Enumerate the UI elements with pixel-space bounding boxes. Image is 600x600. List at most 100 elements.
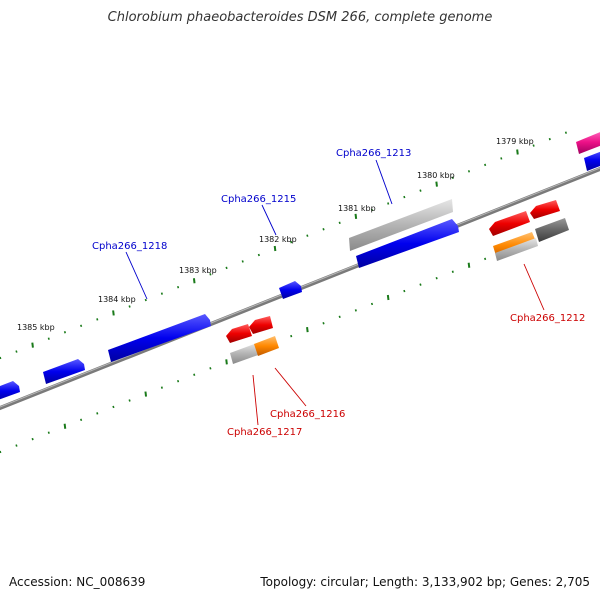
gene-cpha266-1216[interactable] [254, 336, 279, 356]
gene-forward-small-2[interactable] [0, 381, 20, 401]
kbp-label-1381: 1381 kbp [338, 204, 376, 213]
tick-mark-inner [112, 405, 115, 409]
tick-mark-outer [370, 208, 374, 212]
gene-cpha266-1217[interactable] [230, 343, 261, 364]
tick-mark-outer [209, 273, 212, 276]
gene-label-cpha266-1212[interactable]: Cpha266_1212 [510, 313, 585, 324]
tick-marks-outer [0, 131, 568, 360]
gene-label-cpha266-1216[interactable]: Cpha266_1216 [270, 409, 345, 420]
tick-mark-inner [144, 391, 148, 397]
tick-mark-outer [338, 221, 341, 225]
tick-mark-inner [306, 327, 309, 333]
tick-mark-outer [467, 170, 471, 173]
forward-strand-genes [0, 130, 600, 401]
tick-mark-inner [177, 379, 180, 383]
tick-mark-outer [419, 189, 422, 192]
tick-mark-inner [484, 257, 487, 261]
tick-mark-outer [177, 285, 180, 289]
tick-mark-outer [257, 253, 260, 257]
tick-mark-inner [0, 450, 2, 454]
tick-mark-outer [31, 342, 34, 348]
gene-label-cpha266-1217[interactable]: Cpha266_1217 [227, 427, 302, 438]
tick-mark-inner [63, 423, 67, 429]
tick-mark-outer [451, 176, 454, 179]
tick-mark-outer [160, 292, 163, 295]
tick-mark-inner [435, 276, 438, 280]
gene-cpha266-1214[interactable] [356, 219, 459, 268]
gene-label-cpha266-1215[interactable]: Cpha266_1215 [221, 194, 296, 205]
tick-mark-outer [548, 137, 551, 141]
gene-cpha266-1213[interactable] [349, 199, 453, 251]
tick-mark-outer [516, 149, 519, 155]
tick-mark-outer [96, 318, 99, 321]
tick-mark-outer [290, 240, 293, 244]
tick-mark-outer [128, 305, 131, 308]
gene-red-1[interactable] [489, 211, 530, 236]
tick-mark-outer [15, 350, 18, 353]
tick-mark-outer [564, 131, 568, 134]
tick-mark-outer [500, 157, 503, 160]
tick-mark-outer [435, 181, 438, 187]
gene-red-2[interactable] [530, 200, 560, 219]
tick-mark-inner [209, 367, 212, 370]
gene-dark-gray[interactable] [535, 218, 569, 242]
tick-mark-inner [370, 302, 374, 306]
gene-red-4[interactable] [249, 316, 273, 334]
tick-mark-inner [467, 262, 471, 268]
tick-mark-outer [112, 310, 115, 316]
kbp-label-1380: 1380 kbp [417, 171, 455, 180]
tick-mark-outer [306, 234, 309, 237]
gene-forward-small-1[interactable] [43, 359, 85, 384]
tick-mark-inner [47, 431, 50, 434]
tick-mark-inner [225, 359, 228, 365]
map-title: Chlorobium phaeobacteroides DSM 266, com… [107, 10, 493, 25]
tick-mark-outer [484, 163, 487, 167]
tick-mark-outer [322, 228, 325, 231]
tick-mark-inner [403, 289, 406, 293]
leader-cpha266-1218 [125, 251, 148, 300]
tick-mark-inner [31, 437, 34, 441]
tick-mark-outer [403, 195, 406, 199]
tick-mark-outer [47, 337, 50, 340]
tick-mark-inner [96, 412, 99, 415]
tick-mark-outer [225, 266, 228, 270]
gene-cpha266-1212-gray[interactable] [495, 238, 538, 261]
tick-mark-outer [192, 278, 196, 284]
kbp-label-1382: 1382 kbp [259, 235, 297, 244]
leader-cpha266-1215 [261, 204, 277, 236]
gene-forward-pink[interactable] [576, 130, 600, 154]
accession-text: Accession: NC_008639 [9, 575, 146, 589]
leader-cpha266-1212 [523, 263, 545, 311]
leader-cpha266-1213 [375, 159, 393, 205]
tick-mark-inner [386, 294, 390, 301]
tick-mark-outer [273, 245, 277, 252]
gene-cpha266-1215[interactable] [279, 281, 302, 299]
tick-mark-outer [63, 331, 67, 334]
tick-mark-outer [144, 298, 147, 302]
kbp-label-1379: 1379 kbp [496, 137, 534, 146]
label-leaders [125, 159, 545, 426]
gene-forward-edge-blue[interactable] [584, 150, 600, 171]
gene-label-cpha266-1218[interactable]: Cpha266_1218 [92, 241, 167, 252]
tick-mark-inner [419, 283, 422, 286]
tick-mark-inner [338, 315, 341, 319]
tick-mark-outer [387, 202, 390, 205]
kbp-label-1385: 1385 kbp [17, 323, 55, 332]
kbp-label-1384: 1384 kbp [98, 295, 136, 304]
gene-red-3[interactable] [226, 324, 252, 343]
tick-mark-inner [193, 373, 196, 376]
genome-summary-text: Topology: circular; Length: 3,133,902 bp… [260, 575, 590, 589]
tick-mark-inner [322, 322, 325, 325]
tick-mark-inner [451, 270, 454, 273]
tick-mark-outer [532, 144, 535, 147]
tick-mark-outer [80, 324, 83, 328]
leader-cpha266-1217 [252, 374, 259, 426]
tick-mark-outer [354, 213, 358, 219]
gene-cpha266-1218[interactable] [108, 314, 211, 362]
tick-mark-inner [128, 399, 131, 402]
gene-label-cpha266-1213[interactable]: Cpha266_1213 [336, 148, 411, 159]
leader-cpha266-1216 [274, 367, 307, 407]
reverse-strand-genes [226, 200, 569, 364]
tick-mark-outer [241, 260, 244, 263]
